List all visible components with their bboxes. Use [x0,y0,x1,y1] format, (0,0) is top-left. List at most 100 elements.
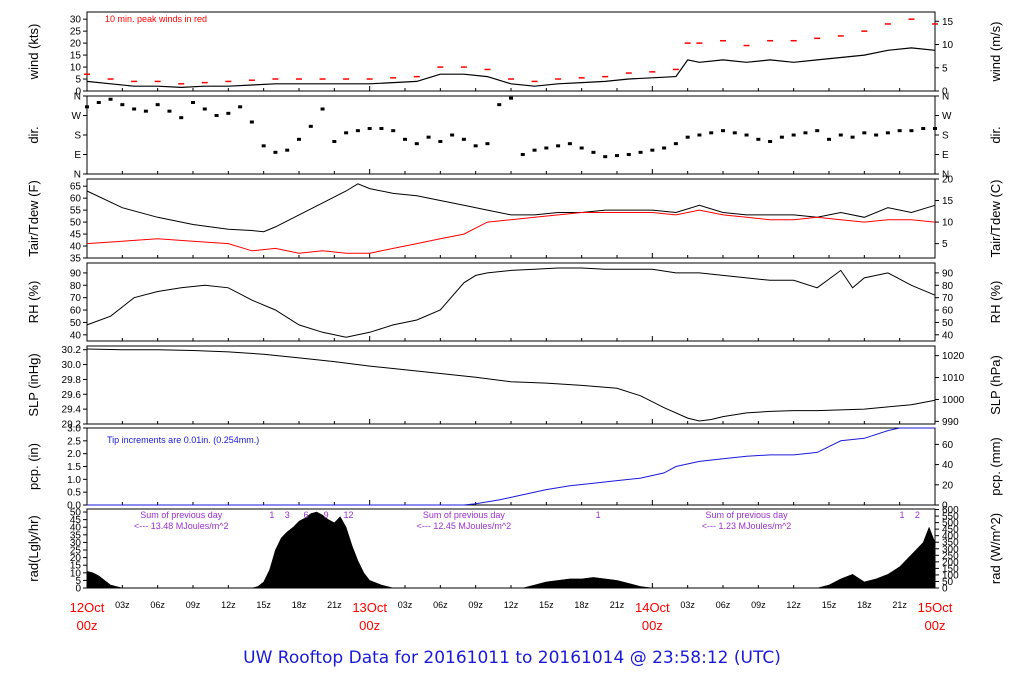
slp-ytick-label-right: 990 [942,417,959,428]
rad-ytick-label-left: 40 [70,523,82,534]
wind-ylabel-left: wind (kts) [26,24,41,81]
x-day-hour-label: 00z [359,618,380,633]
slp-frame [86,345,936,425]
dir-point [850,135,855,139]
dir-ytick-label-right: E [942,150,949,161]
temp-ytick-label-right: 15 [942,196,954,207]
dir-point [132,107,137,111]
dir-point [768,140,773,143]
temp-ytick-label-left: 35 [70,254,82,265]
pcp-ytick-label-left: 0.5 [67,488,81,499]
rh-ytick-label-left: 60 [70,306,82,317]
temp-ylabel-left: Tair/Tdew (F) [26,180,41,257]
rh-frame [86,262,936,342]
rh-ylabel-left: RH (%) [26,281,41,324]
dir-point [426,135,431,139]
x-day-label: 15Oct [918,600,953,615]
wind-ytick-label-left: 20 [70,39,82,50]
rad-ylabel-right: rad (W/m^2) [988,513,1003,584]
x-hour-label: 06z [150,600,165,610]
dir-point [332,140,337,143]
dir-point [779,135,784,139]
wind-annotation: 10 min. peak winds in red [105,14,207,24]
x-day-hour-label: 00z [642,618,663,633]
rad-ytick-label-right: 300 [942,544,959,555]
temp-ytick-label-right: 20 [942,175,954,186]
tdew-line [86,209,936,254]
dir-point [485,142,490,146]
rad-ytick-label-right: 500 [942,518,959,529]
dir-point [838,133,843,137]
dir-point [344,131,349,135]
dir-point [933,127,937,130]
dir-point [556,144,561,148]
wind-ytick-label-left: 15 [70,51,82,62]
rad-annotation-line2: <--- 1.23 MJoules/m^2 [702,521,792,531]
dir-point [885,131,890,135]
rad-ytick-label-left: 50 [70,508,82,519]
dir-point [662,146,667,150]
rad-annotation-line1: Sum of previous day [423,510,506,520]
x-hour-label: 15z [822,600,837,610]
dir-point [438,140,443,143]
chart-title: UW Rooftop Data for 20161011 to 20161014… [243,648,781,668]
dir-point [579,146,584,150]
temp-ytick-label-left: 40 [70,242,82,253]
x-hour-label: 06z [433,600,448,610]
wind-ytick-label-left: 5 [75,75,81,86]
dir-point [226,111,231,115]
rad-ytick-label-right: 100 [942,570,959,581]
dir-point [238,105,243,109]
rad-ytick-label-right: 200 [942,557,959,568]
wind-ytick-label-left: 0 [75,87,81,98]
tair-line [86,183,936,233]
pcp-ytick-label-left: 1.0 [67,475,81,486]
dir-point [108,97,113,101]
x-hour-label: 03z [680,600,695,610]
rh-ytick-label-right: 40 [942,330,954,341]
pcp-ytick-label-right: 60 [942,440,954,451]
dir-point [744,133,749,137]
x-hour-label: 09z [751,600,766,610]
x-day-label: 14Oct [635,600,670,615]
rh-ytick-label-left: 80 [70,281,82,292]
pcp-ytick-label-right: 0 [942,501,948,512]
wind-ytick-label-right: 5 [942,63,948,74]
rad-marker-label: 12 [343,510,353,520]
x-hour-label: 09z [468,600,483,610]
dir-point [650,148,655,152]
x-hour-label: 06z [716,600,731,610]
dir-point [85,105,89,109]
dir-point [308,124,313,128]
dir-point [249,120,254,124]
dir-point [532,148,537,152]
rh-ytick-label-right: 80 [942,281,954,292]
rad-ytick-label-right: 350 [942,538,959,549]
rad-annotation-line2: <--- 12.45 MJoules/m^2 [417,521,512,531]
dir-point [285,148,290,152]
wind-ytick-label-right: 15 [942,17,954,28]
slp-ytick-label-left: 29.6 [62,390,82,401]
dir-point [391,129,396,133]
pcp-ylabel-right: pcp. (mm) [988,437,1003,496]
rh-ytick-label-left: 90 [70,268,82,279]
rad-ytick-label-left: 5 [75,576,81,587]
rad-annotation-line2: <--- 13.48 MJoules/m^2 [134,521,229,531]
temp-ytick-label-right: 5 [942,239,948,250]
dir-point [179,116,184,120]
rad-area [86,511,936,589]
temp-ytick-label-left: 45 [70,230,82,241]
slp-ytick-label-left: 30.0 [62,360,82,371]
dir-point [567,142,572,146]
dir-point [261,144,266,148]
wind-ylabel-right: wind (m/s) [988,22,1003,83]
dir-point [96,101,101,104]
dir-point [403,137,407,141]
slp-ytick-label-left: 29.2 [62,420,82,431]
rad-marker-label: 1 [269,510,274,520]
dir-point [544,146,549,150]
rad-ytick-label-left: 10 [70,568,82,579]
rh-line [86,267,936,338]
dir-ylabel-left: dir. [26,126,41,143]
